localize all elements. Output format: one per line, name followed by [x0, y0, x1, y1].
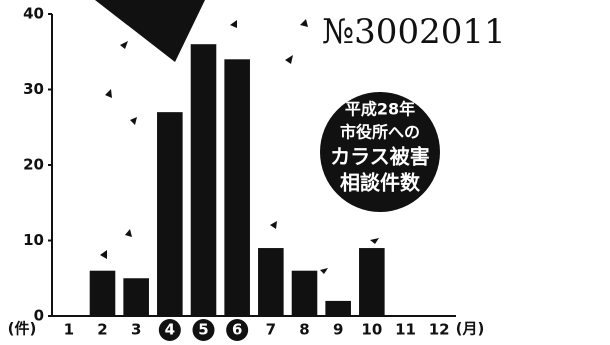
y-tick-label: 10: [23, 231, 44, 249]
x-tick-label: 6: [232, 321, 242, 339]
annotation-line: カラス被害: [330, 145, 430, 169]
month-highlight: [158, 319, 181, 341]
x-tick-label: 3: [131, 321, 141, 339]
annotation-line: 相談件数: [340, 171, 421, 195]
x-tick-label: 7: [266, 321, 276, 339]
y-tick-label: 30: [23, 80, 44, 98]
annotation-line: 市役所への: [340, 123, 420, 142]
bar: [325, 300, 351, 316]
bar: [359, 248, 385, 316]
month-highlight: [226, 319, 249, 341]
x-unit: (月): [456, 320, 485, 338]
x-tick-label: 10: [361, 321, 382, 339]
y-tick-label: 40: [23, 5, 44, 23]
x-tick-label: 9: [333, 321, 343, 339]
x-tick-label: 11: [395, 321, 416, 339]
y-unit: (件): [8, 320, 37, 338]
decor-beak: [95, 0, 205, 62]
y-tick-label: 0: [34, 307, 44, 325]
bar: [89, 270, 116, 316]
bar: [123, 278, 149, 316]
x-tick-label: 4: [165, 321, 175, 339]
bar: [258, 248, 284, 316]
bar: [157, 112, 183, 317]
bar: [291, 270, 318, 316]
annotation-line: 平成28年: [345, 100, 415, 119]
month-highlight: [192, 319, 215, 341]
x-tick-label: 1: [64, 321, 74, 339]
stamp-number: №3002011: [322, 12, 506, 52]
x-tick-label: 5: [198, 321, 208, 339]
annotation-badge: [320, 92, 440, 212]
x-tick-label: 8: [299, 321, 309, 339]
x-tick-label: 12: [429, 321, 450, 339]
bar: [190, 44, 217, 316]
y-tick-label: 20: [23, 156, 44, 174]
bar: [224, 59, 250, 317]
x-tick-label: 2: [97, 321, 107, 339]
